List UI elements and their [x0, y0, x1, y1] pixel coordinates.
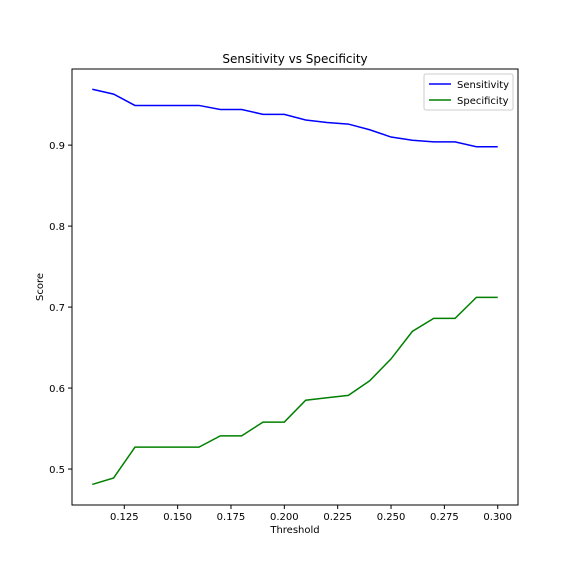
chart-title: Sensitivity vs Specificity	[222, 52, 367, 66]
legend-label: Specificity	[457, 96, 509, 107]
y-tick-label: 0.5	[49, 465, 65, 476]
x-tick-label: 0.150	[163, 512, 192, 523]
legend-box	[423, 73, 514, 111]
y-tick-label: 0.9	[49, 141, 65, 152]
x-tick-label: 0.250	[377, 512, 406, 523]
series-line	[92, 88, 498, 148]
x-tick-label: 0.200	[270, 512, 299, 523]
x-tick-label: 0.225	[323, 512, 352, 523]
y-tick-label: 0.7	[49, 303, 65, 314]
x-axis-label: Threshold	[269, 525, 319, 536]
y-tick-label: 0.6	[49, 384, 65, 395]
plot-frame	[71, 68, 519, 506]
y-tick-label: 0.8	[49, 222, 65, 233]
x-tick-label: 0.175	[217, 512, 246, 523]
y-axis-label: Score	[35, 273, 46, 301]
x-tick-label: 0.300	[483, 512, 512, 523]
x-tick-label: 0.275	[430, 512, 459, 523]
x-tick-label: 0.125	[110, 512, 139, 523]
series-line	[92, 296, 498, 486]
legend-label: Sensitivity	[457, 80, 509, 91]
